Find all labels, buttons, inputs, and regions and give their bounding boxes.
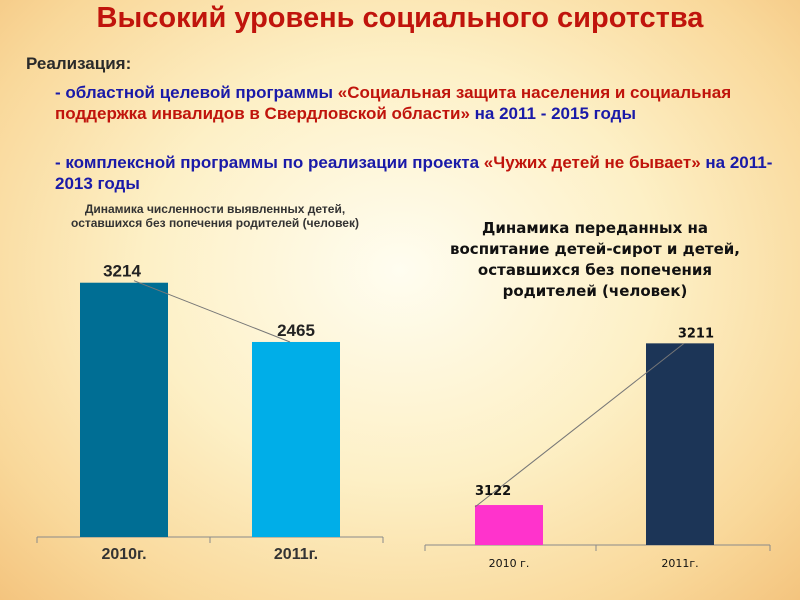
chart-1-category-label-1: 2010г. [101,546,146,563]
bullet-2-text: - комплексной программы по реализации пр… [55,153,484,172]
chart-1-value-label-2: 2465 [277,321,315,340]
chart-2-bar-2 [646,343,714,545]
chart-1-bar-1 [80,282,168,537]
bullet-regional-program: - областной целевой программы «Социальна… [55,82,785,124]
bullet-2-project-name: «Чужих детей не бывает» [483,153,701,172]
chart-1-category-label-2: 2011г. [274,546,318,563]
slide-title: Высокий уровень социального сиротства [96,2,704,34]
chart-2-trendline [474,342,685,508]
chart-1-value-label-1: 3214 [103,262,141,281]
chart-1-title: Динамика численности выявленных детей, о… [71,202,359,230]
chart-2-value-label-2: 3211 [678,326,714,341]
chart-1-trendline [133,280,291,343]
chart-1-bar-2 [252,341,340,537]
chart-2-category-label-2: 2011г. [661,557,698,570]
chart-2-title: Динамика переданных на воспитание детей-… [450,219,740,300]
bullet-2-period: на 2011-2013 годы [55,153,773,193]
bullet-1-text: - областной целевой программы [55,83,338,102]
chart-2-category-label-1: 2010 г. [489,557,530,570]
bullet-1-period: на 2011 - 2015 годы [469,104,636,123]
bullet-complex-program: - комплексной программы по реализации пр… [55,152,785,194]
bullet-1-program-name: «Социальная защита населения и социальна… [55,83,732,123]
chart-2-bar-1 [475,505,543,545]
chart-2-value-label-1: 3122 [475,484,511,499]
lead-label: Реализация: [26,54,132,73]
